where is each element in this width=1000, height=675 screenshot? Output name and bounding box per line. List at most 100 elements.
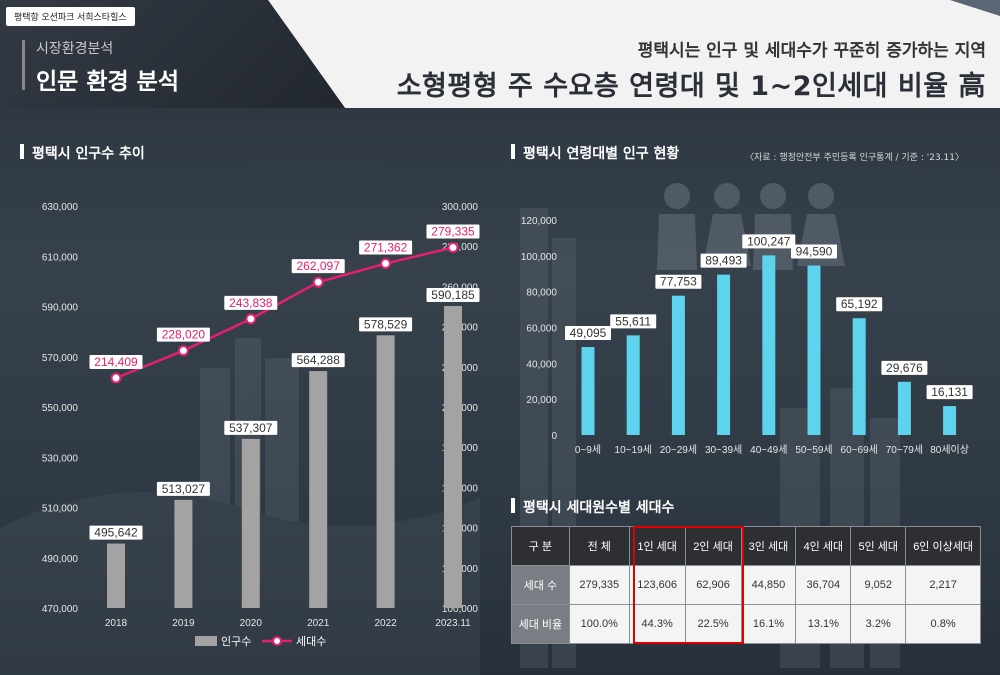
- header-light-panel: [268, 0, 1000, 108]
- age-bar: [581, 347, 595, 435]
- population-bar: [376, 335, 395, 608]
- table-header-cell: 구 분: [511, 526, 570, 566]
- population-data-label: 590,185: [431, 288, 475, 302]
- household-data-label-bg: [426, 224, 480, 239]
- x-axis-tick: 2018: [105, 618, 128, 629]
- headline-2: 소형평형 주 수요층 연령대 및 1~2인세대 비율 高: [396, 71, 986, 102]
- table-cell: 9,052: [850, 565, 907, 605]
- age-data-label-bg: [836, 297, 883, 312]
- y-axis-tick: 40,000: [526, 359, 557, 370]
- age-data-label: 77,753: [660, 275, 697, 289]
- table-cell: 16.1%: [740, 604, 797, 644]
- x-axis-tick: 70~79세: [886, 444, 923, 456]
- age-bar: [717, 274, 731, 435]
- household-point: [245, 313, 257, 325]
- x-axis-tick: 0~9세: [575, 444, 601, 456]
- age-data-label: 29,676: [886, 361, 923, 375]
- table-cell: 2,217: [905, 565, 981, 605]
- age-data-label-bg: [926, 385, 973, 400]
- y-axis-tick: 60,000: [526, 324, 557, 335]
- population-data-label: 495,642: [94, 526, 138, 540]
- age-data-label: 94,590: [796, 245, 833, 259]
- household-point: [177, 345, 189, 357]
- age-chart-title: 평택시 연령대별 인구 현황: [511, 143, 679, 163]
- y-axis-tick: 100,000: [521, 252, 558, 263]
- age-bar: [671, 295, 685, 435]
- population-data-label: 578,529: [364, 317, 408, 331]
- age-bar: [626, 335, 640, 435]
- left-axis-tick: 510,000: [42, 504, 79, 515]
- headline-1: 평택시는 인구 및 세대수가 꾸준히 증가하는 지역: [637, 41, 986, 61]
- population-bar: [174, 499, 193, 608]
- title-accent-bar: [22, 40, 25, 90]
- x-axis-tick: 10~19세: [615, 444, 652, 456]
- age-data-label: 100,247: [747, 234, 791, 248]
- x-axis-tick: 60~69세: [841, 444, 878, 456]
- population-data-label: 513,027: [162, 482, 206, 496]
- population-bar: [444, 306, 462, 608]
- household-data-label-bg: [291, 259, 345, 274]
- highlight-1-2-person-households: [633, 526, 744, 644]
- table-cell: 62,906: [684, 565, 742, 605]
- household-data-label: 214,409: [94, 355, 138, 369]
- household-data-label-bg: [156, 327, 210, 342]
- population-household-chart: 470,000 490,000 510,000 530,000 550,000 570,0…: [42, 202, 480, 648]
- population-bar: [107, 543, 125, 608]
- legend-household-marker: [272, 636, 282, 646]
- household-table: 구 분 전 체 1인 세대 2인 세대 3인 세대 4인 세대 5인 세대 6인…: [511, 526, 981, 644]
- corner-decoration: [950, 0, 1000, 16]
- table-header-cell: 4인 세대: [795, 526, 852, 566]
- x-axis-tick: 80세이상: [930, 444, 969, 456]
- household-point: [380, 258, 392, 270]
- age-chart-source: 〈자료 : 행정안전부 주민등록 인구통계 / 기준 : '23.11〉: [745, 153, 964, 163]
- population-data-label: 564,288: [297, 353, 341, 367]
- age-data-label-bg: [742, 234, 796, 249]
- x-axis-tick: 2023.11: [435, 618, 471, 629]
- table-cell: 100.0%: [568, 604, 630, 644]
- left-axis-tick: 490,000: [42, 554, 79, 565]
- population-data-label-bg: [224, 420, 278, 435]
- right-axis-tick: 260,000: [442, 282, 479, 293]
- table-header-cell: 3인 세대: [740, 526, 797, 566]
- household-table-title: 평택시 세대원수별 세대수: [511, 497, 674, 517]
- x-axis-tick: 2022: [374, 618, 397, 629]
- table-header-cell: 전 체: [568, 526, 630, 566]
- age-data-label-bg: [791, 244, 837, 259]
- section-subtitle: 시장환경분석: [36, 41, 114, 57]
- x-axis-tick: 30~39세: [705, 444, 742, 456]
- table-cell: 3.2%: [850, 604, 907, 644]
- population-bar: [309, 371, 328, 608]
- age-data-label-bg: [700, 253, 747, 268]
- left-axis-tick: 570,000: [42, 353, 79, 364]
- household-data-label-bg: [359, 240, 413, 255]
- table-row-header: 세대 수: [511, 565, 570, 605]
- x-axis-tick: 2020: [240, 618, 263, 629]
- age-bar: [762, 255, 776, 435]
- left-axis-tick: 470,000: [42, 604, 79, 615]
- y-axis-tick: 80,000: [526, 288, 557, 299]
- table-cell: 22.5%: [684, 604, 742, 644]
- legend-population-label: 인구수: [221, 635, 251, 648]
- population-data-label-bg: [291, 353, 345, 368]
- household-data-label: 243,838: [229, 296, 273, 310]
- table-header-row: 구 분 전 체 1인 세대 2인 세대 3인 세대 4인 세대 5인 세대 6인…: [511, 526, 981, 566]
- household-data-label: 228,020: [162, 328, 206, 342]
- age-data-label: 55,611: [615, 314, 651, 328]
- age-bar: [897, 381, 911, 435]
- household-line: [115, 246, 454, 380]
- age-data-label-bg: [565, 326, 611, 341]
- table-cell: 44,850: [740, 565, 797, 605]
- household-data-label: 262,097: [297, 259, 341, 273]
- legend-household-label: 세대수: [296, 635, 326, 648]
- age-data-label-bg: [610, 314, 657, 329]
- table-header-cell: 5인 세대: [850, 526, 907, 566]
- left-axis-tick: 530,000: [42, 453, 79, 464]
- age-bar: [943, 406, 957, 435]
- table-row-header: 세대 비율: [511, 604, 570, 644]
- population-data-label-bg: [89, 525, 143, 540]
- population-bar: [241, 438, 260, 608]
- household-point: [312, 276, 324, 288]
- age-data-label: 89,493: [705, 254, 742, 268]
- population-data-label-bg: [426, 288, 480, 303]
- left-axis-tick: 550,000: [42, 403, 79, 414]
